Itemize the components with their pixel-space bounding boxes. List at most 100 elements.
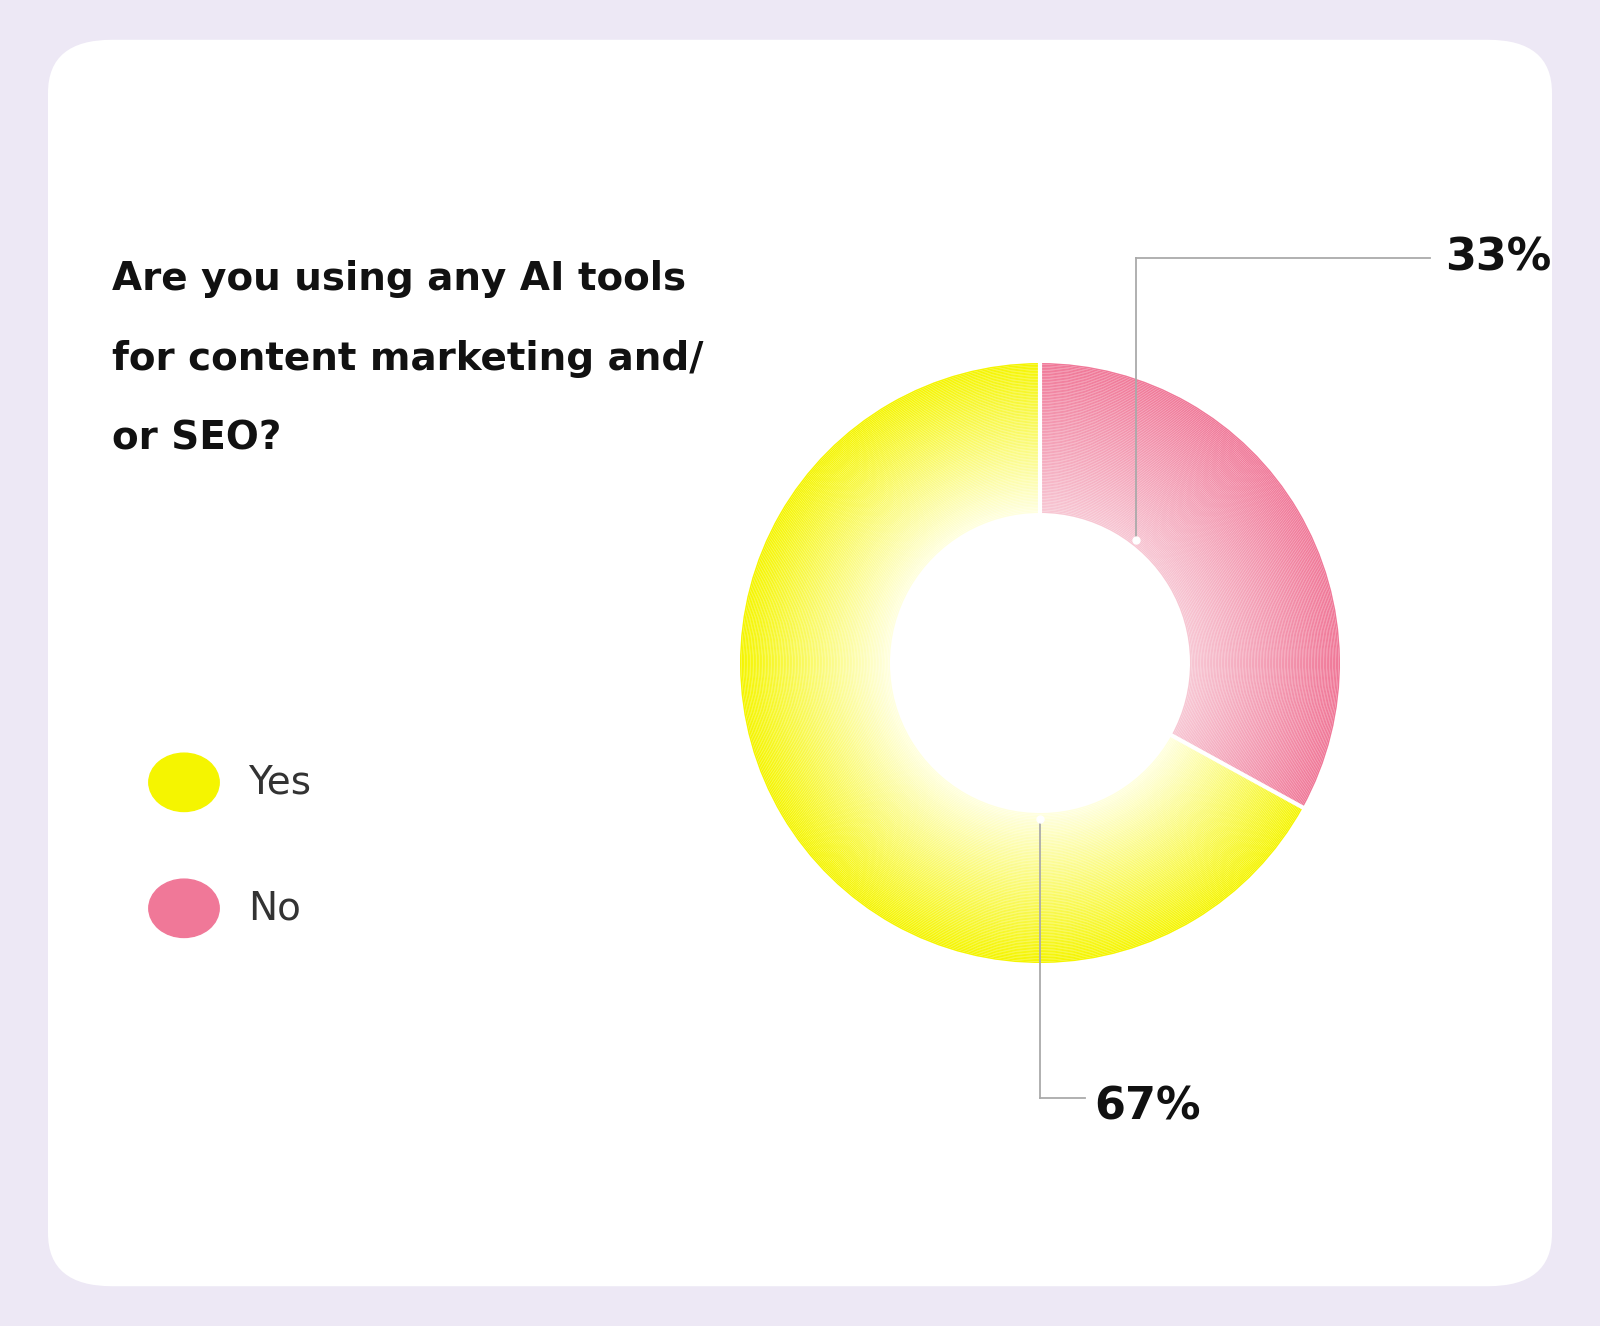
Wedge shape [1040,399,1304,790]
Wedge shape [1040,500,1203,741]
Wedge shape [846,469,1210,857]
Wedge shape [1040,507,1195,739]
Wedge shape [1040,476,1227,753]
Wedge shape [1040,484,1219,749]
Wedge shape [1040,447,1256,766]
Wedge shape [1040,404,1298,788]
Wedge shape [789,411,1261,915]
Wedge shape [1040,442,1262,770]
Wedge shape [1040,381,1322,798]
Wedge shape [827,450,1227,876]
Wedge shape [802,424,1250,902]
Wedge shape [790,414,1258,912]
Wedge shape [870,493,1189,833]
Wedge shape [771,395,1275,931]
Wedge shape [858,480,1200,846]
Circle shape [149,753,219,812]
Wedge shape [773,396,1274,930]
Wedge shape [752,375,1293,951]
Wedge shape [819,443,1234,883]
Wedge shape [1040,378,1325,801]
Wedge shape [776,399,1272,927]
Wedge shape [1040,511,1194,737]
Wedge shape [765,389,1280,937]
Wedge shape [1040,453,1250,764]
Wedge shape [1040,369,1334,805]
Wedge shape [835,457,1221,869]
Wedge shape [1040,446,1258,768]
Wedge shape [1040,491,1213,747]
Wedge shape [1040,395,1309,793]
Wedge shape [822,446,1230,880]
Wedge shape [885,508,1176,818]
FancyBboxPatch shape [48,40,1552,1286]
Wedge shape [1040,431,1272,774]
Wedge shape [1040,375,1328,802]
Wedge shape [848,471,1208,855]
Wedge shape [744,367,1299,959]
Wedge shape [1040,469,1234,756]
Wedge shape [859,481,1198,845]
Wedge shape [861,483,1198,843]
Wedge shape [840,464,1214,862]
Wedge shape [779,402,1269,924]
Wedge shape [867,491,1190,835]
Wedge shape [1040,459,1243,761]
Wedge shape [1040,377,1326,801]
Wedge shape [1040,385,1318,797]
Wedge shape [1040,496,1206,743]
Text: 33%: 33% [1445,236,1552,280]
Wedge shape [808,431,1243,895]
Wedge shape [856,479,1202,847]
Wedge shape [782,404,1266,922]
Wedge shape [1040,412,1291,784]
Text: for content marketing and/: for content marketing and/ [112,339,704,378]
Wedge shape [1040,483,1219,749]
Wedge shape [1040,423,1280,778]
Wedge shape [813,436,1238,890]
Wedge shape [795,419,1254,907]
Wedge shape [1040,505,1197,739]
Wedge shape [1040,410,1293,785]
Wedge shape [747,370,1296,956]
Wedge shape [1040,419,1285,781]
Wedge shape [805,427,1246,899]
Wedge shape [1040,488,1216,748]
Wedge shape [1040,365,1339,806]
Wedge shape [885,507,1176,819]
Wedge shape [877,500,1184,826]
Wedge shape [742,366,1301,960]
Wedge shape [816,439,1235,887]
Wedge shape [1040,473,1229,754]
Wedge shape [1040,379,1323,800]
Wedge shape [837,459,1219,867]
Wedge shape [853,476,1205,850]
Wedge shape [862,487,1195,839]
Wedge shape [1040,503,1200,740]
Wedge shape [1040,489,1214,747]
Wedge shape [774,398,1272,928]
Wedge shape [766,390,1280,936]
Wedge shape [1040,493,1210,745]
Text: or SEO?: or SEO? [112,419,282,457]
Wedge shape [1040,472,1230,754]
Wedge shape [830,453,1224,873]
Wedge shape [843,467,1213,859]
Wedge shape [770,392,1277,934]
Wedge shape [1040,444,1259,769]
Wedge shape [1040,471,1232,756]
Wedge shape [814,438,1237,888]
Wedge shape [872,495,1187,831]
Wedge shape [1040,426,1277,777]
Wedge shape [758,381,1286,945]
Wedge shape [838,461,1216,865]
Wedge shape [1040,448,1254,766]
Wedge shape [842,465,1213,861]
Wedge shape [786,408,1264,918]
Wedge shape [826,448,1227,878]
Wedge shape [741,363,1302,963]
Wedge shape [850,472,1206,854]
Wedge shape [875,499,1184,827]
Wedge shape [824,447,1229,879]
Circle shape [149,879,219,937]
